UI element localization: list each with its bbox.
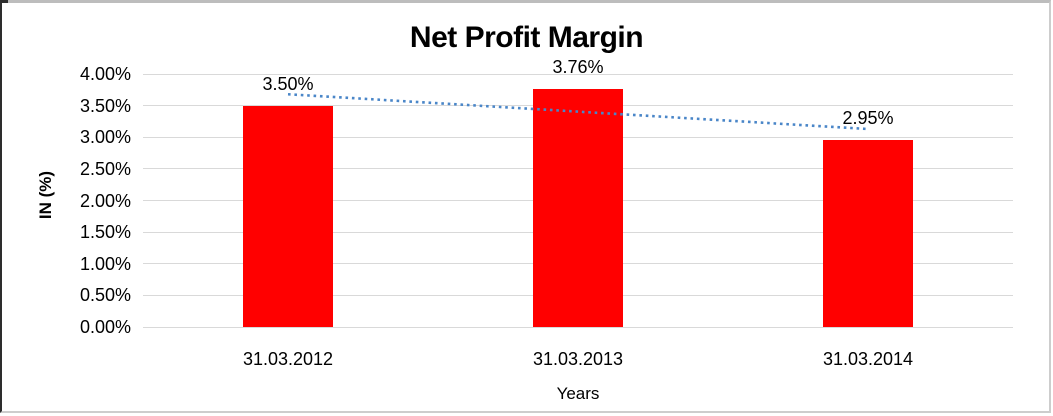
data-label-31.03.2012: 3.50%: [262, 73, 314, 94]
data-label-31.03.2013: 3.76%: [552, 57, 604, 78]
plot-area: [143, 73, 1013, 328]
y-tick-label: 0.50%: [79, 285, 131, 306]
x-axis-title: Years: [556, 384, 600, 403]
bar-31.03.2013: [533, 89, 623, 327]
y-tick-label: 1.00%: [79, 253, 131, 274]
y-tick-label: 2.00%: [79, 190, 131, 211]
y-tick-label: 3.00%: [79, 127, 131, 148]
bar-31.03.2014: [823, 140, 913, 327]
chart-title: Net Profit Margin: [409, 21, 644, 54]
gridline: [143, 73, 1013, 75]
y-tick-label: 4.00%: [79, 64, 131, 84]
x-tick-label-31.03.2013: 31.03.2013: [532, 349, 624, 369]
y-tick-label: 3.50%: [79, 95, 131, 116]
data-label-31.03.2014: 2.95%: [842, 108, 894, 129]
bar-series: [143, 74, 1013, 327]
y-tick-label: 2.50%: [79, 158, 131, 179]
x-tick-label-31.03.2014: 31.03.2014: [822, 349, 914, 369]
bar-31.03.2012: [243, 105, 333, 327]
trendline: [287, 92, 869, 131]
gridline: [143, 326, 1013, 328]
y-tick-label: 0.00%: [79, 317, 131, 337]
y-tick-label: 1.50%: [79, 222, 131, 243]
x-tick-label-31.03.2012: 31.03.2012: [242, 349, 334, 369]
